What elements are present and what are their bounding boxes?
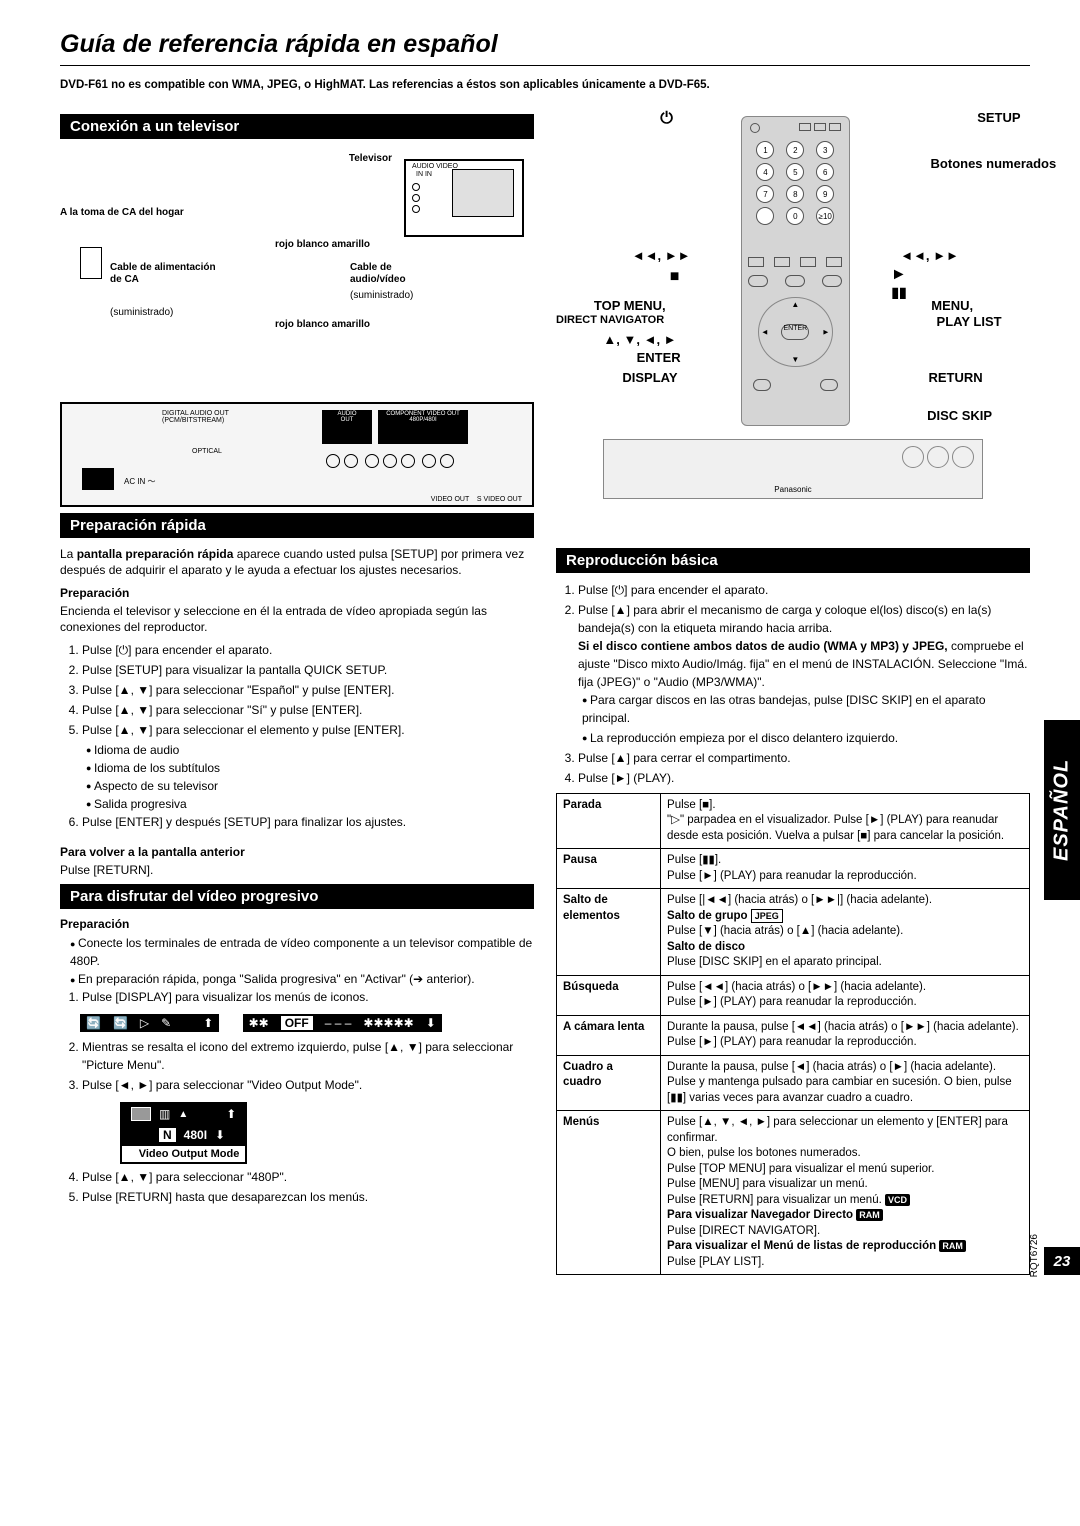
operations-table: ParadaPulse [■]."▷" parpadea en el visua… (556, 793, 1030, 1276)
tv-box: AUDIO VIDEO IN IN (404, 159, 524, 237)
label-toma: A la toma de CA del hogar (60, 207, 184, 219)
label-suministrado2: (suministrado) (350, 290, 413, 302)
video-output-box: ▥ ▲ ⬆ N 480I ⬇ Video Output Mode (120, 1102, 247, 1164)
label-return: RETURN (928, 370, 982, 385)
player-illustration: Panasonic (603, 439, 982, 499)
label-pause: ▮▮ (891, 284, 906, 301)
prep-sub2: Para volver a la pantalla anterior (60, 845, 534, 859)
ops-row-body: Pulse [◄◄] (hacia atrás) o [►►] (hacia a… (661, 975, 1030, 1015)
label-stop: ■ (670, 268, 680, 286)
label-enter: ENTER (637, 350, 681, 365)
ops-row-body: Pulse [▮▮].Pulse [►] (PLAY) para reanuda… (661, 849, 1030, 889)
label-discskip: DISC SKIP (927, 408, 992, 423)
label-botones: Botones numerados (931, 156, 1021, 171)
page-number: 23 (1044, 1247, 1080, 1275)
prog-steps2: Mientras se resalta el icono del extremo… (60, 1038, 534, 1094)
page-title: Guía de referencia rápida en español (60, 30, 1030, 59)
label-directnav: DIRECT NAVIGATOR (556, 314, 664, 326)
prep-bullets: Idioma de audio Idioma de los subtítulos… (60, 741, 534, 813)
power-icon: ⏻ (660, 110, 673, 128)
ops-row-header: Pausa (557, 849, 661, 889)
icon-menu-bar-2: ✱✱ OFF – – – ✱✱✱✱✱ ⬇ (243, 1014, 442, 1032)
ops-row-header: Parada (557, 793, 661, 849)
prep-step6: Pulse [ENTER] y después [SETUP] para fin… (60, 813, 534, 831)
divider (60, 65, 1030, 66)
prep-steps: Pulse [⏻] para encender el aparato. Puls… (60, 641, 534, 739)
label-display: DISPLAY (622, 370, 677, 385)
section-basic: Reproducción básica (556, 548, 1030, 573)
label-cable-av: Cable de audio/vídeo (350, 262, 430, 286)
ops-row-header: Búsqueda (557, 975, 661, 1015)
prog-steps: Pulse [DISPLAY] para visualizar los menú… (60, 988, 534, 1006)
language-tab: ESPAÑOL (1044, 720, 1080, 900)
ops-row-body: Pulse [■]."▷" parpadea en el visualizado… (661, 793, 1030, 849)
label-rba1: rojo blanco amarillo (275, 239, 370, 251)
ops-row-header: Salto de elementos (557, 889, 661, 976)
prep-sub1: Preparación (60, 586, 534, 600)
label-setup: SETUP (977, 110, 1020, 125)
prog-sub: Preparación (60, 917, 534, 931)
prep-sub1-text: Encienda el televisor y seleccione en él… (60, 603, 534, 635)
prog-prep-bullets: Conecte los terminales de entrada de víd… (60, 934, 534, 988)
basic-steps: Pulse [⏻] para encender el aparato. Puls… (556, 581, 1030, 787)
label-play: ► (891, 266, 907, 284)
ops-row-body: Durante la pausa, pulse [◄] (hacia atrás… (661, 1055, 1030, 1111)
label-arrows: ▲, ▼, ◄, ► (603, 332, 676, 347)
label-menu: MENU, (931, 298, 973, 313)
dvd-player-box: DIGITAL AUDIO OUT(PCM/BITSTREAM) AUDIOOU… (60, 402, 534, 507)
connection-diagram: Televisor AUDIO VIDEO IN IN A la toma de… (60, 147, 534, 507)
prep-sub2-text: Pulse [RETURN]. (60, 862, 534, 878)
label-cable-ca: Cable de alimentación de CA (110, 262, 220, 286)
doc-code: RQT6726 (1029, 1234, 1040, 1277)
label-suministrado: (suministrado) (110, 307, 173, 319)
label-rev-fwd-l: ◄◄, ►► (632, 248, 691, 263)
ops-row-body: Pulse [▲, ▼, ◄, ►] para seleccionar un e… (661, 1111, 1030, 1275)
label-televisor: Televisor (349, 153, 392, 165)
remote-diagram: 123 456 789 0≥10 (556, 108, 1030, 538)
section-prog: Para disfrutar del vídeo progresivo (60, 884, 534, 909)
ops-row-header: Menús (557, 1111, 661, 1275)
label-playlist: PLAY LIST (937, 314, 1002, 329)
ops-row-header: A cámara lenta (557, 1015, 661, 1055)
label-rba2: rojo blanco amarillo (275, 319, 370, 331)
intro-text: DVD-F61 no es compatible con WMA, JPEG, … (60, 78, 1030, 94)
ops-row-header: Cuadro a cuadro (557, 1055, 661, 1111)
label-rev-fwd-r: ◄◄, ►► (900, 248, 959, 263)
icon-menu-bar: 🔄🔄▷✎ ⬆ (80, 1014, 219, 1032)
prep-intro: La pantalla preparación rápida aparece c… (60, 546, 534, 578)
prog-steps3: Pulse [▲, ▼] para seleccionar "480P". Pu… (60, 1168, 534, 1206)
ops-row-body: Durante la pausa, pulse [◄◄] (hacia atrá… (661, 1015, 1030, 1055)
section-connection: Conexión a un televisor (60, 114, 534, 139)
label-topmenu: TOP MENU, (594, 298, 666, 313)
ops-row-body: Pulse [|◄◄] (hacia atrás) o [►►|] (hacia… (661, 889, 1030, 976)
section-prep: Preparación rápida (60, 513, 534, 538)
